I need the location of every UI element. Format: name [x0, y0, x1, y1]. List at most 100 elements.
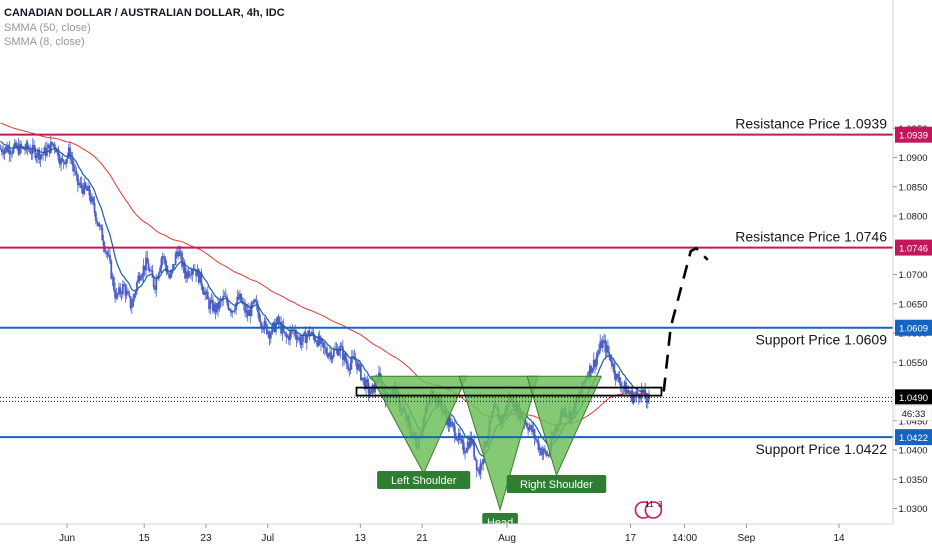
- candle-body: [531, 425, 533, 433]
- candle-body: [125, 291, 128, 296]
- y-tick-label: 1.0900: [898, 153, 927, 164]
- candle-body: [123, 284, 126, 287]
- candle-body: [529, 425, 532, 428]
- candle-body: [174, 253, 177, 265]
- candle-body: [240, 293, 243, 303]
- candle-body: [648, 396, 650, 399]
- candle-body: [340, 345, 343, 347]
- candle-body: [366, 379, 369, 383]
- candle-body: [12, 146, 15, 153]
- candle-body: [626, 390, 629, 394]
- candle-body: [474, 456, 477, 460]
- candle-body: [336, 348, 339, 356]
- projection-path: [662, 246, 709, 392]
- candle-body: [313, 335, 316, 341]
- candle-body: [604, 340, 607, 353]
- candle-body: [184, 272, 187, 279]
- symbol-title[interactable]: CANADIAN DOLLAR / AUSTRALIAN DOLLAR, 4h,…: [4, 7, 285, 19]
- resistance_1-label: Resistance Price 1.0939: [735, 116, 887, 132]
- candle-body: [524, 422, 527, 424]
- candle-body: [327, 354, 330, 357]
- candle-body: [266, 324, 268, 335]
- price-axis-panel[interactable]: [893, 0, 932, 550]
- x-tick-label: Jun: [59, 533, 75, 544]
- candle-body: [630, 390, 632, 395]
- candle-body: [60, 158, 62, 165]
- candle-body: [298, 337, 301, 339]
- candle-body: [83, 182, 86, 194]
- neckline-box: [355, 386, 663, 397]
- candle-body: [318, 335, 321, 344]
- y-tick-label: 1.0300: [898, 504, 927, 515]
- events-badge[interactable]: 11 3: [634, 500, 663, 519]
- candle-body: [359, 364, 362, 380]
- candle-body: [2, 152, 5, 155]
- candle-body: [285, 333, 288, 338]
- price-levels: Resistance Price 1.0939 Resistance Price …: [0, 116, 893, 457]
- x-tick-label: 17: [625, 533, 637, 544]
- candle-body: [128, 293, 131, 297]
- candle-body: [469, 436, 472, 448]
- candle-body: [600, 341, 603, 348]
- candle-body: [33, 144, 35, 149]
- indicator-smma-8[interactable]: SMMA (8, close): [4, 36, 85, 48]
- candle-body: [7, 147, 10, 153]
- resistance_1-axis-value: 1.0939: [899, 131, 928, 142]
- x-tick-label: 23: [200, 533, 212, 544]
- countdown-value: 46:33: [902, 409, 926, 420]
- candle-body: [52, 143, 55, 146]
- resistance_2-axis-value: 1.0746: [899, 244, 928, 255]
- candle-body: [590, 365, 593, 373]
- candle-body: [0, 148, 3, 153]
- candle-body: [607, 345, 609, 353]
- candle-body: [132, 297, 135, 307]
- candle-body: [478, 469, 481, 475]
- candle-body: [173, 264, 176, 266]
- candle-body: [6, 146, 8, 153]
- candle-body: [631, 390, 634, 403]
- candle-body: [120, 293, 123, 295]
- candle-body: [4, 146, 7, 150]
- candle-body: [152, 277, 155, 288]
- candle-body: [614, 374, 617, 380]
- neckline: [0, 386, 893, 402]
- candle-body: [146, 257, 149, 264]
- candle-body: [596, 354, 599, 358]
- candle-body: [11, 152, 14, 154]
- candle-body: [228, 309, 231, 311]
- candle-body: [471, 441, 474, 444]
- candle-body: [466, 441, 469, 451]
- candle-body: [259, 320, 262, 324]
- candle-body: [25, 142, 28, 150]
- candle-body: [354, 359, 357, 362]
- candle-body: [317, 335, 320, 346]
- time-axis-panel[interactable]: [0, 524, 893, 550]
- candle-body: [87, 186, 90, 191]
- candle-body: [303, 332, 306, 335]
- candle-body: [82, 187, 84, 194]
- candle-body: [98, 224, 101, 227]
- candle-body: [617, 373, 620, 378]
- candle-body: [112, 277, 115, 290]
- candle-body: [289, 331, 292, 340]
- candle-body: [196, 269, 199, 277]
- candle-body: [116, 293, 119, 295]
- candle-body: [15, 142, 17, 149]
- candle-body: [284, 331, 286, 334]
- candle-body: [119, 287, 122, 294]
- projection-arrow: [662, 246, 709, 392]
- candle-body: [267, 331, 270, 335]
- y-tick-label: 1.0400: [898, 446, 927, 457]
- candle-body: [244, 304, 246, 313]
- candle-body: [177, 251, 180, 257]
- candle-body: [64, 162, 66, 165]
- candle-body: [356, 361, 358, 370]
- candle-body: [236, 296, 239, 303]
- candle-body: [264, 321, 267, 325]
- candle-body: [348, 369, 351, 371]
- indicator-smma-50[interactable]: SMMA (50, close): [4, 22, 91, 34]
- candle-body: [644, 389, 647, 400]
- candle-body: [260, 323, 263, 329]
